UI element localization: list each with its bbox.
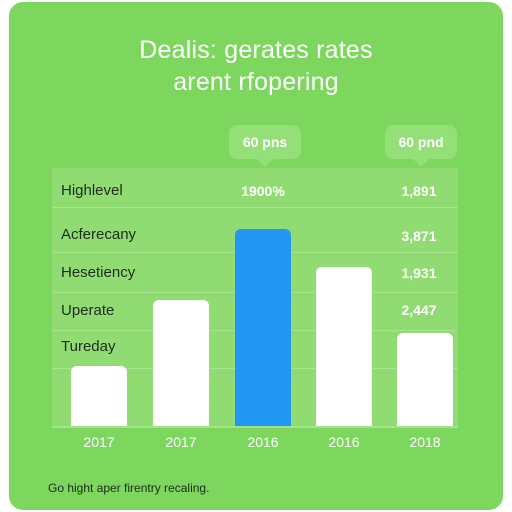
x-tick-label: 2016 xyxy=(247,434,279,450)
value-label: 1900% xyxy=(241,183,285,199)
footnote: Go hight aper firentry recaling. xyxy=(48,481,210,495)
gridline xyxy=(52,207,458,208)
value-label: 1,931 xyxy=(401,265,437,281)
bar xyxy=(235,229,291,426)
row-label: Hesetiency xyxy=(61,264,136,281)
callout-badge: 60 pnd xyxy=(385,125,457,167)
bar xyxy=(316,267,372,426)
row-label: Highlevel xyxy=(61,182,123,199)
value-label: 2,447 xyxy=(401,302,437,318)
bar xyxy=(153,300,209,426)
chart-title-line-1: Dealis: gerates rates xyxy=(139,36,373,64)
x-axis-line xyxy=(52,426,458,428)
callout-badge: 60 pns xyxy=(229,125,301,167)
x-tick-label: 2017 xyxy=(165,434,197,450)
bar xyxy=(71,366,127,426)
row-label: Acferecany xyxy=(61,226,137,243)
x-tick-label: 2016 xyxy=(328,434,360,450)
row-label: Tureday xyxy=(61,338,116,355)
x-tick-label: 2017 xyxy=(83,434,115,450)
x-tick-label: 2018 xyxy=(409,434,441,450)
bar xyxy=(397,333,453,426)
value-label: 3,871 xyxy=(401,228,437,244)
value-label: 1,891 xyxy=(401,183,437,199)
row-label: Uperate xyxy=(61,302,115,319)
chart-title-line-2: arent rfopering xyxy=(173,68,339,96)
